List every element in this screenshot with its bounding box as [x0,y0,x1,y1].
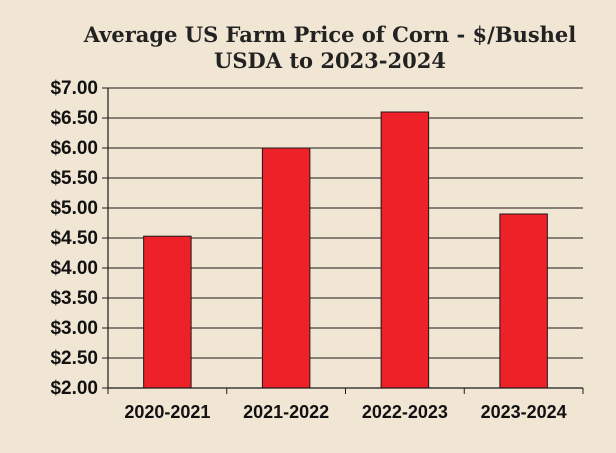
y-tick-label: $4.50 [50,228,98,249]
y-tick-label: $3.50 [50,288,98,309]
chart-subtitle: USDA to 2023-2024 [214,48,446,73]
x-tick-label: 2021-2022 [243,402,329,422]
plot-area: $2.00 $2.50 $3.00 $3.50 $4.00 $4.50 $5.00 $5.50… [50,78,584,422]
y-tick-label: $2.50 [50,348,98,369]
x-tick-label: 2020-2021 [124,402,210,422]
y-tick-label: $6.00 [50,138,98,159]
y-tick-label: $5.00 [50,198,98,219]
bar [143,235,192,389]
y-tick-label: $3.00 [50,318,98,339]
y-tick-label: $2.00 [50,378,98,399]
y-tick-label: $4.00 [50,258,98,279]
y-tick-label: $7.00 [50,78,98,99]
chart-title: Average US Farm Price of Corn - $/Bushel [83,22,577,47]
x-tick-label: 2022-2023 [362,402,448,422]
x-tick-label: 2023-2024 [481,402,567,422]
bar [261,147,311,389]
y-tick-label: $6.50 [50,108,98,129]
bar [380,111,430,389]
bar [499,213,548,389]
y-tick-label: $5.50 [50,168,98,189]
